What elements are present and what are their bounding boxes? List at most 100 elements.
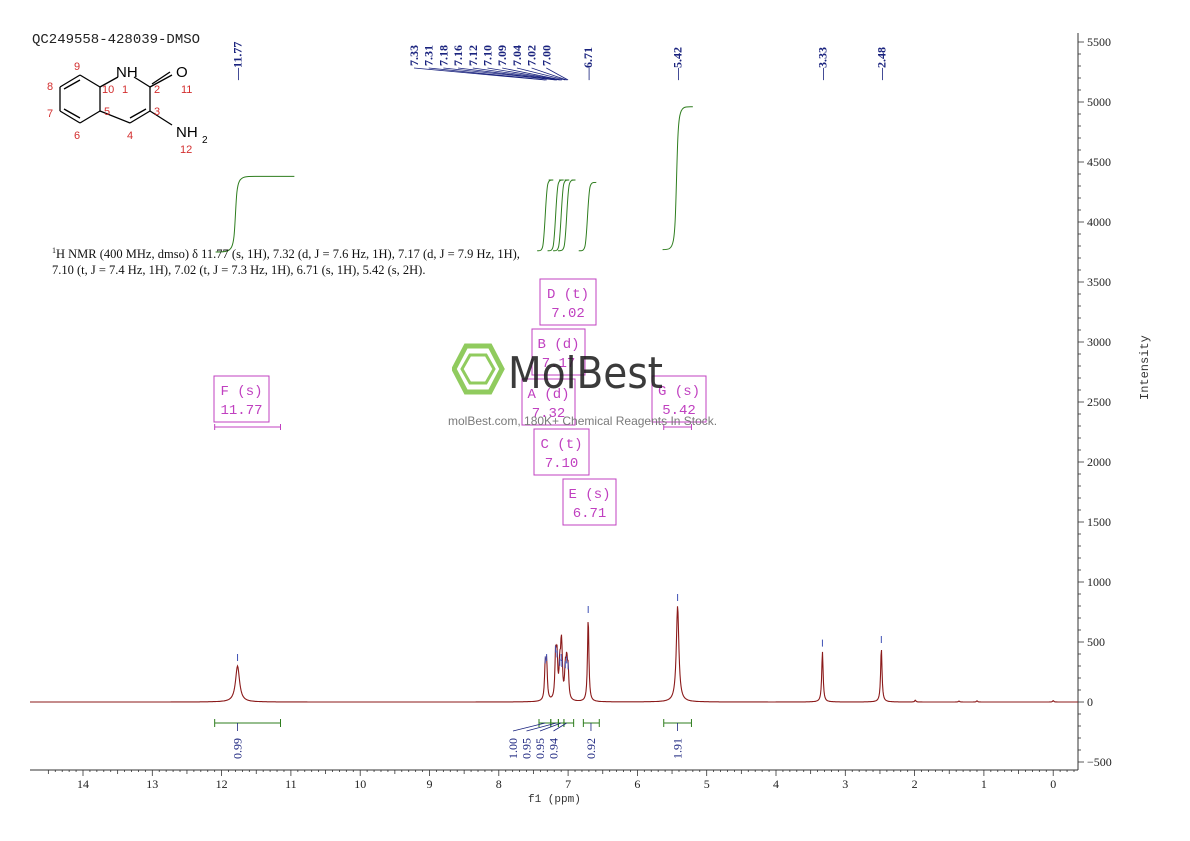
integral-value: 1.00 — [506, 738, 520, 759]
x-tick-label: 13 — [146, 777, 158, 791]
peak-label: —2.48 — [874, 47, 888, 81]
x-tick-label: 5 — [704, 777, 710, 791]
peak-label-connector — [443, 67, 556, 81]
integral-value: 0.99 — [231, 738, 245, 759]
nucleus-superscript: 1 — [52, 246, 56, 255]
peak-label-connector — [487, 67, 562, 81]
integral-connector — [553, 722, 567, 732]
y-tick-label: 2500 — [1087, 395, 1111, 409]
peak-label: 7.16 — [451, 45, 465, 66]
peak-label-connector — [472, 67, 560, 81]
integral-connector — [512, 722, 546, 732]
multiplet-value: 7.17 — [542, 356, 576, 372]
x-tick-label: 11 — [285, 777, 297, 791]
multiplet-label: C (t) — [540, 437, 582, 453]
peak-label-connector — [428, 67, 547, 81]
peak-label-connector — [516, 67, 566, 81]
atom-number-10: 10 — [102, 84, 114, 96]
y-tick-label: 5500 — [1087, 35, 1111, 49]
peak-label: 7.09 — [495, 45, 509, 66]
integral-curve — [215, 175, 295, 253]
summary-line-2: 7.10 (t, J = 7.4 Hz, 1H), 7.02 (t, J = 7… — [52, 263, 426, 278]
multiplet-box — [533, 428, 590, 476]
peak-label: 7.04 — [510, 45, 524, 66]
x-tick-label: 0 — [1050, 777, 1056, 791]
sample-id: QC249558-428039-DMSO — [32, 32, 201, 48]
peak-label: —6.71 — [581, 47, 595, 81]
multiplet-value: 7.10 — [545, 456, 579, 472]
atom-number-9: 9 — [74, 61, 80, 73]
multiplet-value: 11.77 — [220, 403, 262, 419]
multiplet-label: D (t) — [547, 287, 589, 303]
y-axis-label: Intensity — [1138, 335, 1152, 400]
multiplet-label: A (d) — [527, 387, 569, 403]
y-tick-label: 3000 — [1087, 335, 1111, 349]
y-tick-label: 500 — [1087, 635, 1105, 649]
molbest-watermark-logo: MolBest — [452, 343, 663, 396]
integral-curve — [578, 181, 597, 252]
multiplet-label: B (d) — [537, 337, 579, 353]
multiplet-box — [651, 375, 707, 423]
peak-labels: —11.77 —6.71 —5.42 —3.33 —2.487.33 7.31 7.18 7.… — [231, 42, 888, 670]
peak-label: 7.12 — [466, 45, 480, 66]
multiplet-value: 6.71 — [573, 506, 607, 522]
spectrum-trace — [30, 606, 1078, 703]
multiplet-box — [521, 378, 576, 426]
atom-number-11: 11 — [181, 84, 192, 96]
x-tick-label: 14 — [77, 777, 89, 791]
x-tick-label: 2 — [912, 777, 918, 791]
multiplet-value: 5.42 — [662, 403, 696, 419]
peak-label: —3.33 — [815, 47, 829, 81]
x-tick-label: 8 — [496, 777, 502, 791]
multiplet-boxes: F (s) 11.77 D (t) 7.02 B (d) 7.17 A (d) 7.32 G (… — [213, 278, 707, 526]
peak-label: 7.33 — [407, 45, 421, 66]
multiplet-box — [213, 375, 270, 423]
multiplet-box — [539, 278, 597, 326]
peak-label: —5.42 — [671, 47, 685, 81]
multiplet-value: 7.02 — [551, 306, 585, 322]
peak-label: 7.18 — [436, 45, 450, 66]
integral-connector — [526, 722, 557, 732]
peak-label-connector — [546, 67, 569, 81]
atom-o: O — [176, 64, 188, 81]
axes-group: 14 13 12 11 10 9 8 7 6 5 4 3 2 1 0−5000500100015002000… — [30, 33, 1112, 791]
multiplet-value: 7.32 — [532, 406, 566, 422]
peak-label-connector — [502, 67, 562, 81]
y-tick-label: 5000 — [1087, 95, 1111, 109]
atom-number-8: 8 — [47, 81, 53, 93]
y-tick-label: 3500 — [1087, 275, 1111, 289]
y-tick-label: 1000 — [1087, 575, 1111, 589]
integral-value: 0.95 — [533, 738, 547, 759]
y-tick-label: 2000 — [1087, 455, 1111, 469]
atom-nh2: NH — [176, 124, 198, 141]
y-tick-label: 1500 — [1087, 515, 1111, 529]
peak-label: 7.00 — [539, 45, 553, 66]
multiplet-box — [562, 478, 617, 526]
x-tick-label: 7 — [565, 777, 571, 791]
y-tick-label: 0 — [1087, 695, 1093, 709]
summary-line-1: H NMR (400 MHz, dmso) δ 11.77 (s, 1H), 7… — [56, 247, 520, 262]
atom-number-3: 3 — [154, 106, 160, 118]
multiplet-label: G (s) — [658, 384, 700, 400]
integral-value: 1.91 — [671, 738, 685, 759]
atom-number-5: 5 — [104, 106, 110, 118]
multiplet-box — [531, 328, 586, 376]
multiplet-label: F (s) — [220, 384, 262, 400]
y-tick-label: 4000 — [1087, 215, 1111, 229]
integral-curve — [557, 179, 576, 252]
atom-number-6: 6 — [74, 130, 80, 142]
integral-connector — [539, 722, 562, 732]
multiplet-label: E (s) — [568, 487, 610, 503]
peak-label-connector — [458, 67, 558, 81]
nmr-summary: 1H NMR (400 MHz, dmso) δ 11.77 (s, 1H), … — [52, 243, 520, 278]
molecule-structure: NH O NH 2 1 2 3 4 5 6 7 8 9 10 11 12 — [47, 61, 208, 156]
x-tick-label: 10 — [354, 777, 366, 791]
integral-curve — [547, 179, 564, 252]
x-tick-label: 12 — [216, 777, 228, 791]
x-tick-label: 3 — [842, 777, 848, 791]
x-axis-label: f1 (ppm) — [528, 794, 581, 806]
integral-curve — [662, 106, 693, 251]
y-tick-label: 4500 — [1087, 155, 1111, 169]
atom-number-12: 12 — [180, 144, 192, 156]
watermark-brand: MolBest — [508, 348, 663, 396]
